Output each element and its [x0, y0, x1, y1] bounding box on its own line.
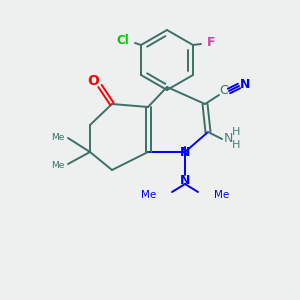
Text: Me: Me: [141, 190, 156, 200]
Text: O: O: [87, 74, 99, 88]
Text: N: N: [180, 146, 190, 158]
Text: Me: Me: [51, 160, 64, 169]
Text: Me: Me: [214, 190, 229, 200]
Text: N: N: [223, 133, 233, 146]
Text: N: N: [180, 173, 190, 187]
Text: N: N: [240, 77, 250, 91]
Text: Me: Me: [51, 133, 64, 142]
Text: C: C: [220, 83, 228, 97]
Text: F: F: [207, 37, 215, 50]
Text: Cl: Cl: [117, 34, 129, 47]
Text: H: H: [232, 127, 240, 137]
Text: H: H: [232, 140, 240, 150]
